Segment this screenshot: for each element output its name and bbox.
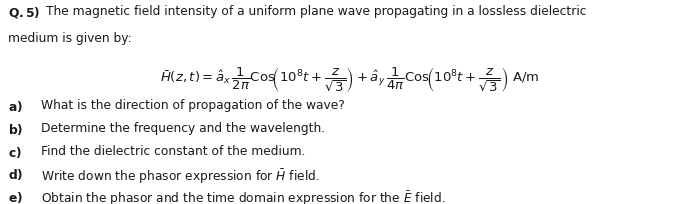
Text: What is the direction of propagation of the wave?: What is the direction of propagation of … [41, 99, 344, 112]
Text: $\mathbf{Q.5)}$: $\mathbf{Q.5)}$ [8, 5, 41, 20]
Text: $\bar{H}(z,t) = \hat{a}_x \, \dfrac{1}{2\pi} \mathrm{Cos}\!\left(10^8 t + \dfrac: $\bar{H}(z,t) = \hat{a}_x \, \dfrac{1}{2… [160, 65, 540, 94]
Text: The magnetic field intensity of a uniform plane wave propagating in a lossless d: The magnetic field intensity of a unifor… [46, 5, 587, 18]
Text: $\mathbf{b)}$: $\mathbf{b)}$ [8, 121, 24, 136]
Text: $\mathbf{d)}$: $\mathbf{d)}$ [8, 166, 24, 181]
Text: Write down the phasor expression for $\bar{H}$ field.: Write down the phasor expression for $\b… [41, 166, 319, 185]
Text: Find the dielectric constant of the medium.: Find the dielectric constant of the medi… [41, 144, 305, 157]
Text: Determine the frequency and the wavelength.: Determine the frequency and the waveleng… [41, 121, 325, 134]
Text: $\mathbf{c)}$: $\mathbf{c)}$ [8, 144, 22, 159]
Text: $\mathbf{a)}$: $\mathbf{a)}$ [8, 99, 23, 114]
Text: Obtain the phasor and the time domain expression for the $\bar{E}$ field.: Obtain the phasor and the time domain ex… [41, 189, 445, 204]
Text: $\mathbf{e)}$: $\mathbf{e)}$ [8, 189, 23, 204]
Text: medium is given by:: medium is given by: [8, 32, 132, 44]
